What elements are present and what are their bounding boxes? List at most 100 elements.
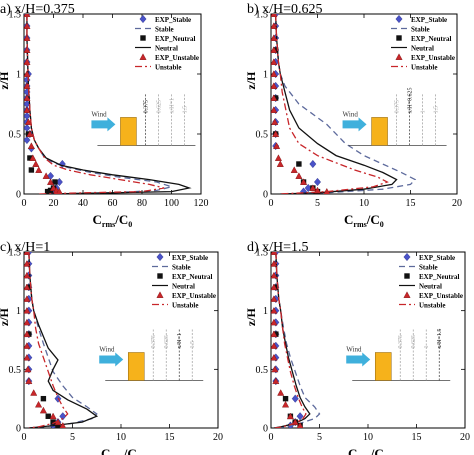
y-tick-label: 1.5 xyxy=(256,10,269,21)
plot-area xyxy=(24,14,192,194)
x-axis-label-part: C xyxy=(101,446,110,455)
data-point-exp-unstable xyxy=(271,318,278,326)
x-axis-label: Crms/C0 xyxy=(101,446,141,455)
x-tick-label: 10 xyxy=(359,198,369,209)
data-point-exp-stable xyxy=(24,111,31,121)
x-tick-label: 60 xyxy=(108,198,118,209)
legend-label: Neutral xyxy=(411,45,434,53)
data-point-exp-unstable xyxy=(271,22,278,29)
y-tick-label: 0 xyxy=(263,190,268,201)
legend-label: Neutral xyxy=(172,283,195,291)
data-point-exp-unstable xyxy=(42,172,50,179)
data-point-exp-unstable xyxy=(29,154,37,161)
wind-arrow-icon xyxy=(342,117,367,132)
y-tick-label: 0 xyxy=(263,424,268,435)
y-axis-label: z/H xyxy=(244,307,258,326)
x-tick-label: 0 xyxy=(269,198,274,209)
x-axis-label-part: C xyxy=(93,212,102,227)
y-tick-label: 0 xyxy=(16,190,21,201)
legend-label: EXP_Neutral xyxy=(419,273,459,281)
y-axis-label: z/H xyxy=(244,71,258,90)
data-point-exp-unstable xyxy=(47,178,55,185)
series-line-stable xyxy=(275,252,321,428)
y-tick-label: 1.5 xyxy=(9,10,22,21)
data-point-exp-neutral xyxy=(296,161,302,167)
data-point-exp-unstable xyxy=(24,260,31,267)
data-point-exp-unstable xyxy=(277,389,285,396)
data-point-exp-unstable xyxy=(271,34,278,41)
x-tick-label: 120 xyxy=(194,198,209,209)
series-line-unstable xyxy=(275,14,389,194)
data-point-exp-unstable xyxy=(271,342,278,349)
data-point-exp-stable xyxy=(24,123,31,133)
data-point-exp-stable xyxy=(314,177,321,187)
inset-schematic: Wind 0.375 0.625 x/H=1 1.5 xyxy=(91,93,196,146)
legend-label: Neutral xyxy=(155,45,178,53)
data-point-exp-unstable xyxy=(286,412,294,420)
x-tick-label: 0 xyxy=(22,432,27,443)
wind-label: Wind xyxy=(99,345,115,353)
y-tick-label: 1 xyxy=(263,306,268,317)
x-tick-label: 5 xyxy=(317,432,322,443)
legend-label: Unstable xyxy=(172,302,198,310)
y-tick-label: 1.5 xyxy=(256,248,269,259)
data-point-exp-unstable xyxy=(272,377,280,384)
x-tick-label: 20 xyxy=(213,432,223,443)
data-point-exp-unstable xyxy=(271,330,278,338)
data-point-exp-unstable xyxy=(290,166,298,173)
data-point-exp-unstable xyxy=(300,178,308,185)
x-axis-label-part: C xyxy=(348,446,357,455)
legend-swatch xyxy=(395,53,403,60)
x-tick-label: 5 xyxy=(315,198,320,209)
chart-title: c) x/H=1 xyxy=(0,240,50,255)
data-point-exp-neutral xyxy=(50,419,56,425)
inset-schematic: Wind 0.375 0.625 x/H=1 1.5 xyxy=(99,328,204,381)
x-tick-label: 15 xyxy=(165,432,175,443)
measurement-line-label: 0.375 xyxy=(398,335,404,349)
wind-label: Wind xyxy=(346,345,362,353)
legend-swatch xyxy=(156,252,164,262)
measurement-line-label: 0.625 xyxy=(164,335,170,349)
data-point-exp-unstable xyxy=(24,342,31,349)
data-point-exp-unstable xyxy=(276,160,284,167)
data-point-exp-unstable xyxy=(271,106,278,113)
data-point-exp-unstable xyxy=(24,330,31,338)
chart-title: b) x/H=0.625 xyxy=(247,2,323,17)
legend-swatch xyxy=(396,35,402,41)
data-point-exp-unstable xyxy=(32,160,40,167)
measurement-line-label: 1 xyxy=(424,345,430,348)
measurement-line-label: 1 xyxy=(421,110,427,113)
wind-arrow-icon xyxy=(346,352,371,367)
data-point-exp-stable xyxy=(291,394,299,403)
chart-title: a) x/H=0.375 xyxy=(0,2,75,17)
legend-label: Unstable xyxy=(155,64,181,72)
legend-label: EXP_Stable xyxy=(411,16,447,24)
x-tick-label: 20 xyxy=(49,198,59,209)
x-tick-label: 15 xyxy=(406,198,416,209)
legend-swatch xyxy=(395,14,403,24)
data-point-exp-neutral xyxy=(52,179,58,185)
series-line-stable xyxy=(26,14,174,194)
x-axis-label-part: /C xyxy=(370,446,384,455)
measurement-line-label: 1.5 xyxy=(434,106,440,114)
x-tick-label: 80 xyxy=(137,198,147,209)
measurement-line-label: 0.375 xyxy=(151,335,157,349)
building-block xyxy=(374,352,392,381)
legend-label: EXP_Stable xyxy=(419,254,455,262)
data-point-exp-unstable xyxy=(24,106,31,113)
x-axis-label-part: rms xyxy=(353,220,366,229)
legend-swatch xyxy=(139,14,147,24)
legend-label: Stable xyxy=(419,264,438,272)
legend-label: EXP_Unstable xyxy=(172,292,216,300)
data-point-exp-unstable xyxy=(271,46,278,53)
series-line-unstable xyxy=(274,252,307,428)
legend-swatch xyxy=(404,273,410,279)
data-point-exp-unstable xyxy=(271,94,278,101)
legend-swatch xyxy=(156,291,164,298)
data-point-exp-unstable xyxy=(271,118,279,125)
data-point-exp-unstable xyxy=(295,172,303,179)
data-point-exp-unstable xyxy=(24,118,32,125)
data-point-exp-unstable xyxy=(271,295,278,302)
plot-area xyxy=(24,252,99,428)
